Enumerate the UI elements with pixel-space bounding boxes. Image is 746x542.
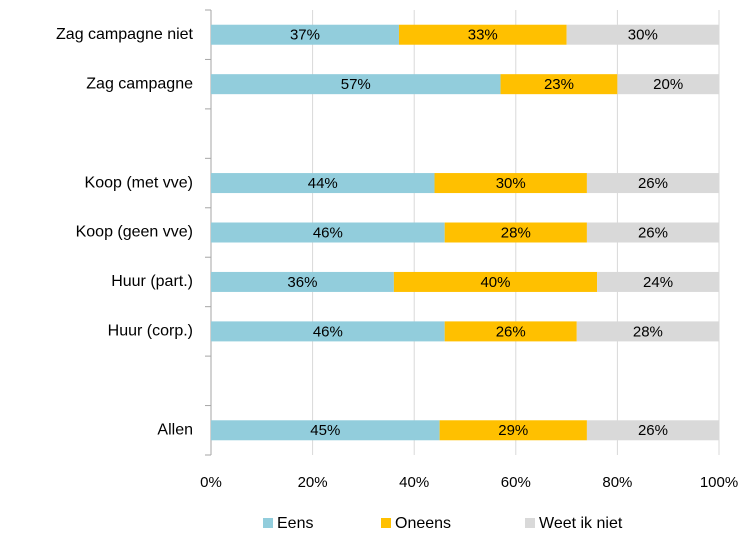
bar-segment (500, 74, 618, 95)
bar-segment (566, 24, 719, 45)
data-label: 20% (653, 76, 683, 93)
data-label: 28% (633, 323, 663, 340)
data-label: 46% (313, 323, 343, 340)
x-tick-label: 0% (200, 474, 222, 491)
legend-label: Oneens (395, 515, 451, 532)
bar-segment (586, 420, 719, 441)
bar-segment (434, 173, 587, 194)
legend-swatch (381, 518, 391, 528)
bar-segment (211, 24, 399, 45)
bar-segment (444, 222, 587, 243)
x-tick-label: 60% (501, 474, 531, 491)
data-label: 24% (643, 274, 673, 291)
data-label: 44% (308, 175, 338, 192)
bar-segment (211, 321, 445, 342)
bar-segment (211, 271, 394, 292)
data-label: 29% (498, 422, 528, 439)
y-tick-label: Huur (corp.) (108, 323, 193, 340)
data-label: 36% (287, 274, 317, 291)
data-label: 33% (468, 27, 498, 44)
legend-label: Weet ik niet (539, 515, 623, 532)
y-tick-label: Koop (met vve) (85, 174, 193, 191)
data-label: 46% (313, 224, 343, 241)
y-tick-label: Koop (geen vve) (76, 224, 193, 241)
data-label: 45% (310, 422, 340, 439)
data-label: 40% (480, 274, 510, 291)
y-tick-label: Huur (part.) (111, 273, 193, 290)
data-label: 23% (544, 76, 574, 93)
legend-swatch (263, 518, 273, 528)
data-label: 30% (496, 175, 526, 192)
legend-swatch (525, 518, 535, 528)
x-tick-label: 20% (298, 474, 328, 491)
bar-segment (586, 173, 719, 194)
bar-segment (398, 24, 567, 45)
bar-segment (211, 420, 440, 441)
data-label: 57% (341, 76, 371, 93)
bar-segment (586, 222, 719, 243)
bar-segment (444, 321, 577, 342)
data-label: 26% (496, 323, 526, 340)
y-tick-label: Allen (157, 421, 193, 438)
data-label: 26% (638, 175, 668, 192)
data-label: 30% (628, 27, 658, 44)
data-label: 26% (638, 422, 668, 439)
bar-segment (211, 173, 435, 194)
data-label: 28% (501, 224, 531, 241)
bar-segment (211, 222, 445, 243)
bar-segment (393, 271, 598, 292)
x-tick-label: 40% (399, 474, 429, 491)
y-tick-label: Zag campagne niet (56, 26, 194, 43)
bar-segment (597, 271, 719, 292)
data-label: 26% (638, 224, 668, 241)
bar-segment (617, 74, 719, 95)
y-tick-label: Zag campagne (86, 75, 193, 92)
bar-segment (211, 74, 501, 95)
bar-segment (439, 420, 587, 441)
x-tick-label: 100% (700, 474, 738, 491)
legend-label: Eens (277, 515, 313, 532)
data-label: 37% (290, 27, 320, 44)
x-tick-label: 80% (602, 474, 632, 491)
bar-segment (576, 321, 719, 342)
